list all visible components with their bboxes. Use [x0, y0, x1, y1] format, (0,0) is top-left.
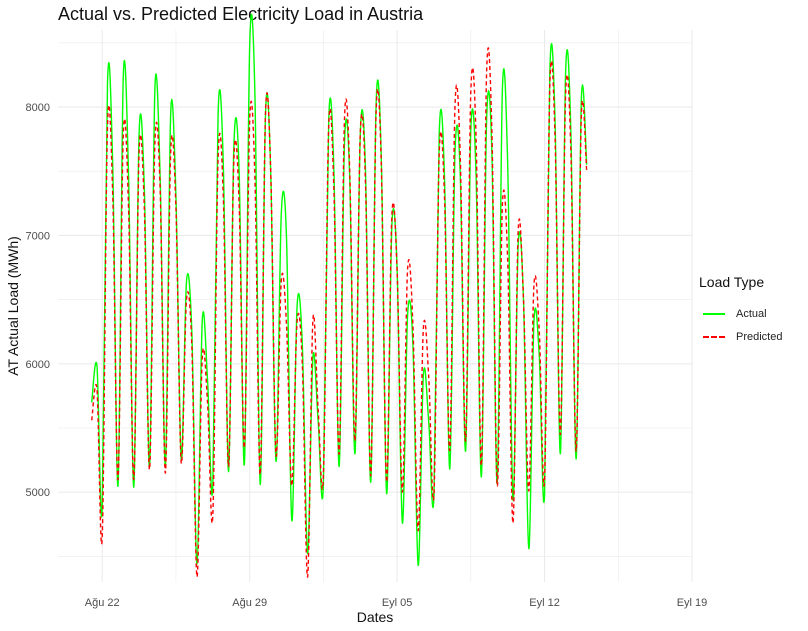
legend-key-predicted — [703, 335, 725, 338]
legend-label-actual: Actual — [736, 307, 767, 320]
grid — [58, 30, 693, 582]
series-layer — [91, 13, 588, 578]
y-tick-label: 5000 — [26, 487, 50, 499]
legend-item-predicted: Predicted — [699, 325, 782, 348]
legend-title: Load Type — [699, 274, 765, 290]
legend-item-actual: Actual — [699, 302, 782, 325]
y-axis-title: AT Actual Load (MWh) — [5, 236, 21, 376]
x-tick-label: Ağu 22 — [85, 597, 120, 609]
x-tick-label: Eyl 05 — [382, 597, 413, 609]
y-axis-ticks: 5000 6000 7000 8000 — [26, 102, 50, 499]
chart-title: Actual vs. Predicted Electricity Load in… — [58, 4, 424, 24]
series-line-actual — [91, 13, 588, 567]
y-tick-label: 8000 — [26, 102, 50, 114]
series-line-predicted — [91, 47, 588, 578]
x-tick-label: Eyl 19 — [677, 597, 708, 609]
legend: Load Type Actual Predicted — [699, 274, 782, 348]
y-tick-label: 7000 — [26, 230, 50, 242]
legend-label-predicted: Predicted — [736, 330, 783, 343]
legend-key-actual — [703, 312, 725, 315]
x-tick-label: Ağu 29 — [232, 597, 267, 609]
x-axis-ticks: Ağu 22 Ağu 29 Eyl 05 Eyl 12 Eyl 19 — [85, 597, 707, 609]
y-tick-label: 6000 — [26, 359, 50, 371]
x-tick-label: Eyl 12 — [529, 597, 560, 609]
x-axis-title: Dates — [357, 609, 394, 625]
